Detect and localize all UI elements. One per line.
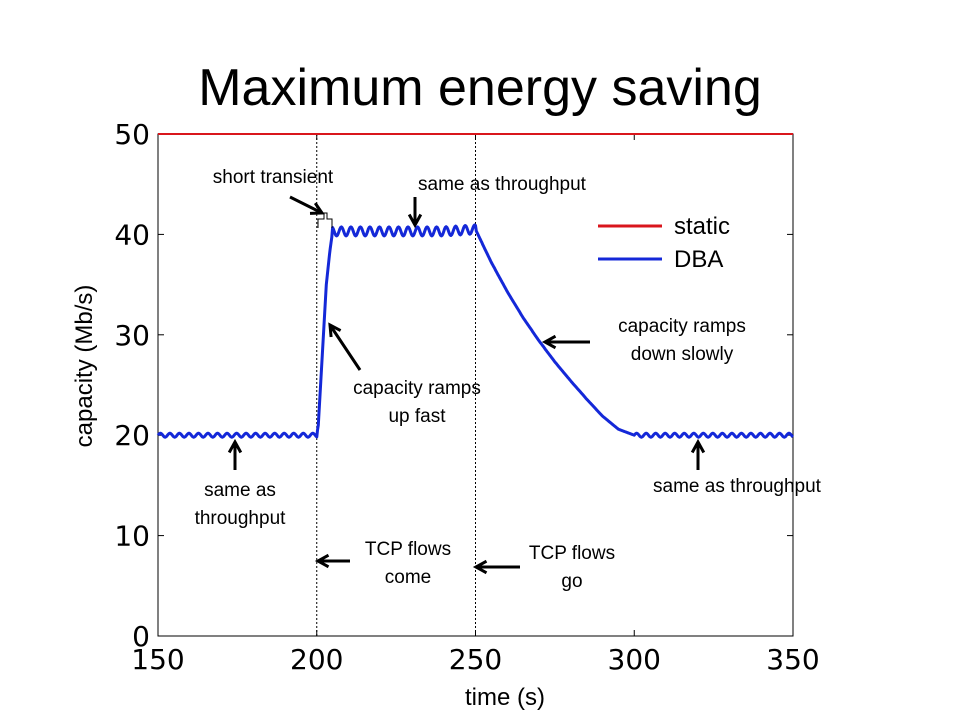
annotation-text: capacity ramps (618, 316, 746, 337)
annotation-text: go (561, 571, 582, 592)
y-tick-label: 30 (114, 319, 150, 352)
annotation-arrow-head (541, 334, 557, 350)
y-tick-label: 10 (114, 520, 150, 553)
annotation-arrow-head (407, 213, 423, 229)
plot-area (157, 133, 794, 637)
legend-label: static (674, 213, 730, 240)
annotation-text: capacity ramps (353, 378, 481, 399)
annotation-arrow-shaft (289, 195, 323, 215)
y-tick-label: 50 (114, 118, 150, 151)
annotation-text: same as (204, 480, 276, 501)
annotation-arrow-head (314, 553, 330, 569)
annotation-arrow-head (328, 322, 342, 338)
x-tick-label: 250 (449, 643, 502, 676)
legend-label: DBA (674, 246, 723, 273)
y-tick-label: 40 (114, 218, 150, 251)
x-tick-label: 300 (608, 643, 661, 676)
annotation-arrow-head (690, 438, 706, 454)
annotation-text: down slowly (631, 344, 734, 365)
annotation-arrow-head (472, 559, 488, 575)
annotation-text: come (385, 567, 431, 588)
annotation-text: throughput (195, 508, 287, 529)
x-axis-label: time (s) (465, 684, 545, 711)
x-tick-label: 150 (131, 643, 184, 676)
transient-bracket (317, 212, 333, 228)
annotation-text: same as throughput (653, 476, 822, 497)
y-tick-label: 20 (114, 419, 150, 452)
series-line-dba (156, 223, 794, 439)
annotation-arrow-head (227, 438, 243, 454)
x-tick-label: 350 (766, 643, 819, 676)
annotation-text: TCP flows (365, 539, 451, 560)
annotation-text: short transient (213, 167, 334, 188)
y-axis-label: capacity (Mb/s) (71, 285, 98, 448)
annotation-text: same as throughput (418, 174, 587, 195)
annotation-arrow-head (309, 202, 325, 215)
annotation-text: up fast (388, 406, 446, 427)
annotation-arrow-shaft (328, 324, 362, 371)
annotation-text: TCP flows (529, 543, 615, 564)
y-tick-label: 0 (132, 620, 150, 653)
x-tick-label: 200 (290, 643, 343, 676)
chart-title: Maximum energy saving (198, 59, 762, 117)
